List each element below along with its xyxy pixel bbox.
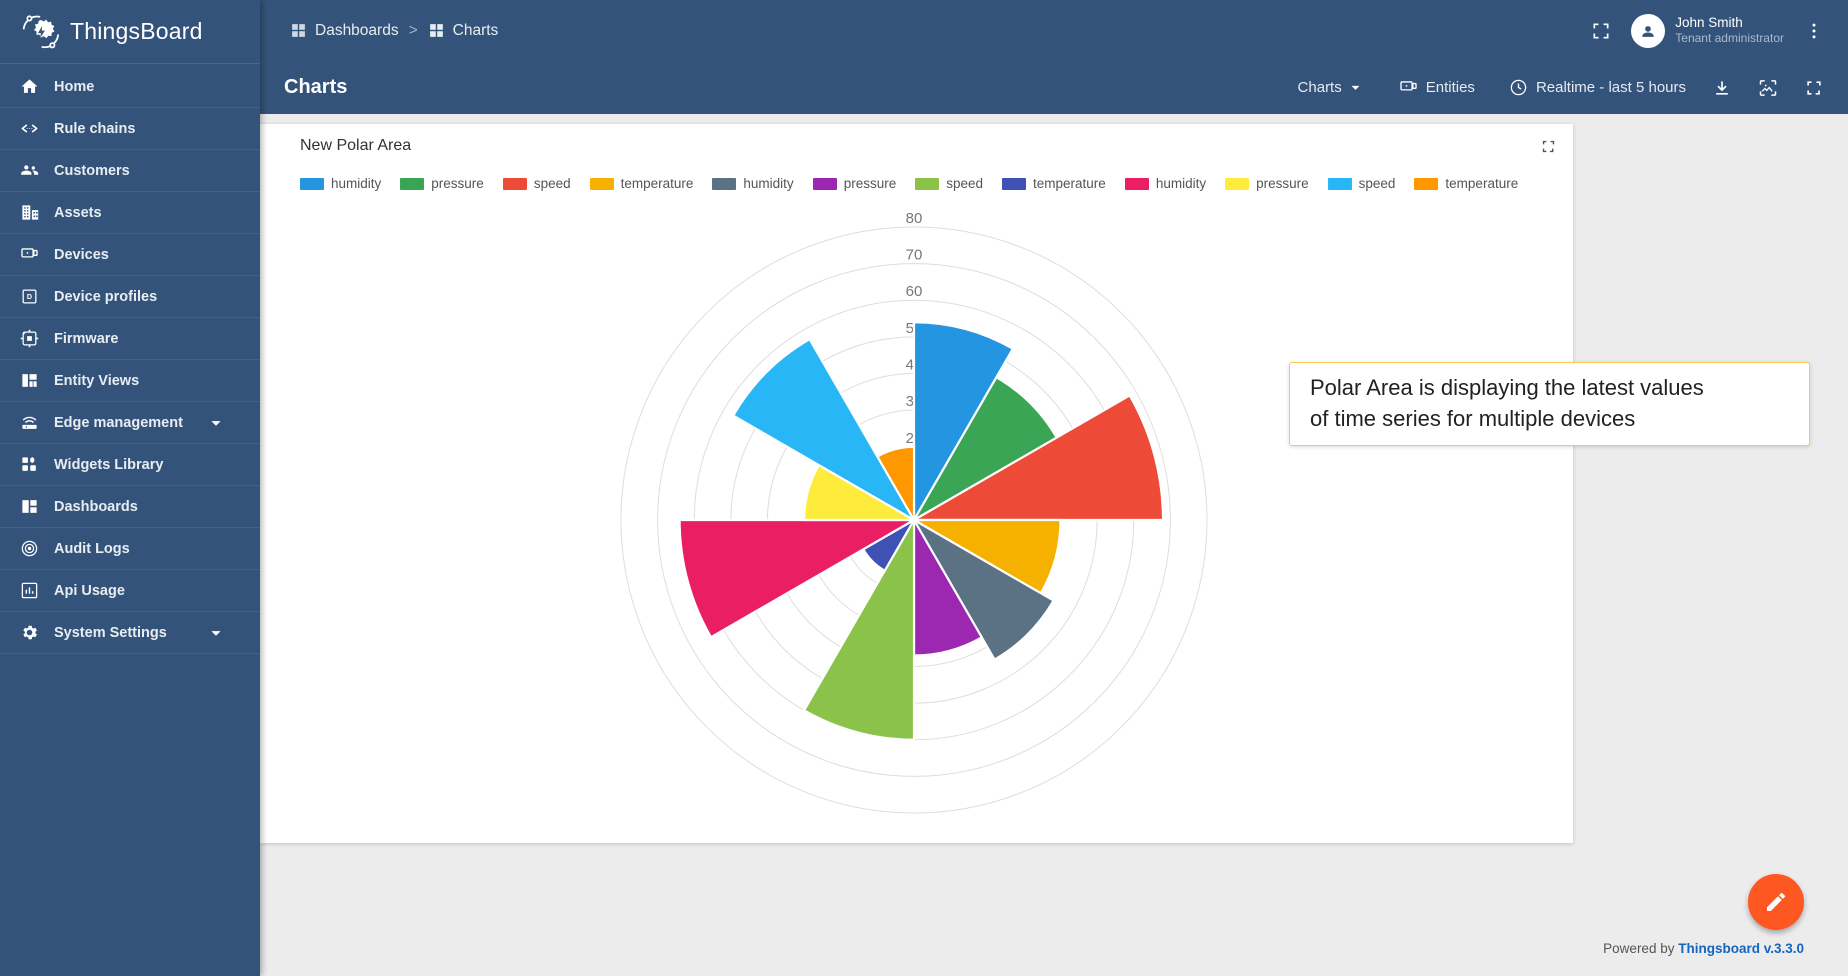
svg-text:60: 60 <box>906 283 923 300</box>
svg-text:70: 70 <box>906 247 923 264</box>
svg-text:D: D <box>27 293 32 301</box>
svg-text:80: 80 <box>906 210 923 227</box>
